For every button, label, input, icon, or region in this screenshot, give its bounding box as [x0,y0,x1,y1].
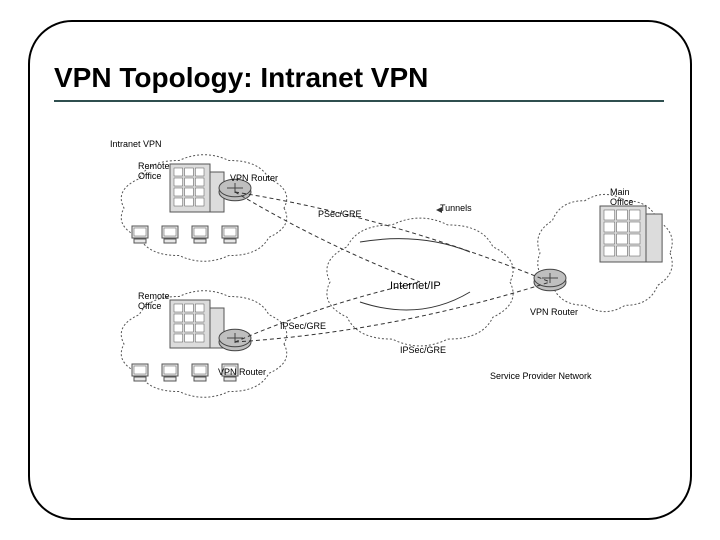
diagram-area: Intranet VPN RemoteOffice RemoteOffice M… [100,132,660,472]
label-tunnels: Tunnels [440,204,472,214]
label-remote-office-1: RemoteOffice [138,162,170,182]
label-ipsec-gre-1: PSec/GRE [318,210,362,220]
label-ipsec-gre-2: IPSec/GRE [280,322,326,332]
slide-frame: VPN Topology: Intranet VPN Intranet VPN … [28,20,692,520]
label-main-office: MainOffice [610,188,633,208]
label-service-provider: Service Provider Network [490,372,592,382]
slide-title: VPN Topology: Intranet VPN [54,62,664,102]
label-remote-office-2: RemoteOffice [138,292,170,312]
label-vpn-router-1: VPN Router [230,174,278,184]
diagram-svg [100,132,660,472]
label-vpn-router-2: VPN Router [218,368,266,378]
label-vpn-router-3: VPN Router [530,308,578,318]
label-ipsec-gre-3: IPSec/GRE [400,346,446,356]
label-internet-ip: Internet/IP [390,280,441,292]
